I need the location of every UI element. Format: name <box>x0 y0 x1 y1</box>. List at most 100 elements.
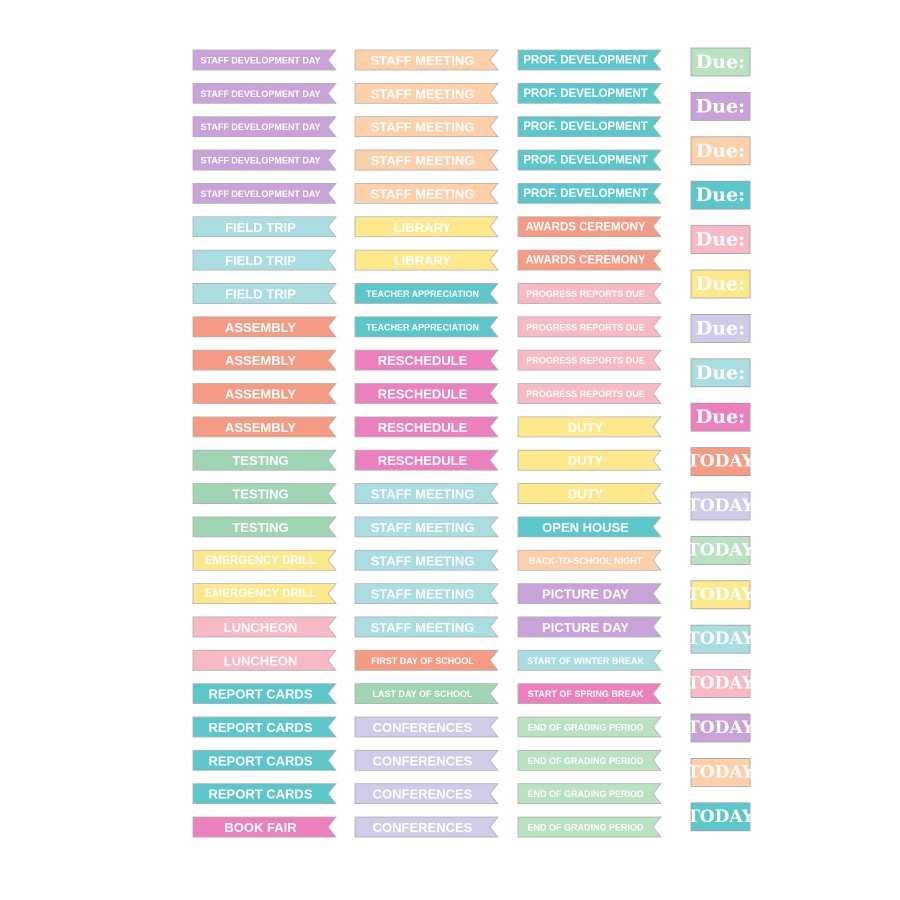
sticker-label: ASSEMBLY <box>225 420 296 435</box>
sticker-label: OPEN HOUSE <box>542 520 629 535</box>
sticker-label: STAFF MEETING <box>371 487 475 502</box>
flag-shape <box>354 249 499 271</box>
flag-shape <box>354 483 499 504</box>
sticker-label: FIELD TRIP <box>225 286 296 301</box>
flag-sticker: DUTY <box>517 449 662 471</box>
flag-shape <box>192 749 337 771</box>
box-sticker: TODAY <box>687 491 755 521</box>
flag-sticker: DUTY <box>517 416 662 438</box>
sticker-label: STAFF MEETING <box>371 120 475 135</box>
flag-shape <box>192 649 337 671</box>
flag-sticker: PROF. DEVELOPMENT <box>517 49 662 71</box>
flag-sticker: DUTY <box>517 483 662 504</box>
box-sticker: Due: <box>690 136 751 166</box>
flag-shape <box>354 683 499 705</box>
sticker-label: FIRST DAY OF SCHOOL <box>371 656 474 666</box>
sticker-label: TESTING <box>232 487 288 502</box>
flag-shape <box>192 383 337 404</box>
flag-shape <box>517 649 662 671</box>
sticker-label: REPORT CARDS <box>208 787 312 802</box>
sticker-label: ASSEMBLY <box>225 320 296 335</box>
sticker-label: STAFF DEVELOPMENT DAY <box>200 189 320 199</box>
flag-shape <box>192 82 337 104</box>
flag-shape <box>517 783 662 805</box>
sticker-label: LUNCHEON <box>224 653 298 668</box>
flag-sticker: REPORT CARDS <box>192 749 337 771</box>
flag-shape <box>517 549 662 571</box>
flag-shape <box>517 516 662 538</box>
flag-sticker: END OF GRADING PERIOD <box>517 783 662 805</box>
flag-sticker: TEACHER APPRECIATION <box>354 283 499 304</box>
flag-shape <box>192 483 337 504</box>
flag-shape <box>354 49 499 71</box>
sticker-label: END OF GRADING PERIOD <box>527 723 644 733</box>
flag-sticker: LAST DAY OF SCHOOL <box>354 683 499 705</box>
box-shape <box>690 313 751 343</box>
flag-sticker: FIELD TRIP <box>192 249 337 271</box>
flag-sticker: CONFERENCES <box>354 749 499 771</box>
sticker-column: Due: Due: Due: Due: Due: Due: Due: Due: Due: TODA… <box>687 47 755 832</box>
box-sticker: TODAY <box>687 447 755 477</box>
sticker-label: DUTY <box>568 420 604 435</box>
sticker-label: RESCHEDULE <box>378 453 468 468</box>
flag-shape <box>354 549 499 571</box>
flag-sticker: AWARDS CEREMONY <box>517 216 662 238</box>
box-shape <box>690 580 751 610</box>
flag-sticker: START OF SPRING BREAK <box>517 683 662 705</box>
flag-sticker: PROGRESS REPORTS DUE <box>517 283 662 304</box>
flag-sticker: RESCHEDULE <box>354 383 499 404</box>
sticker-label: END OF GRADING PERIOD <box>527 789 644 799</box>
sticker-label: STAFF MEETING <box>371 53 475 68</box>
sticker-label: LAST DAY OF SCHOOL <box>372 689 473 699</box>
sticker-column: STAFF DEVELOPMENT DAY STAFF DEVELOPMENT D… <box>192 49 337 838</box>
flag-shape <box>354 116 499 138</box>
sticker-label: ASSEMBLY <box>225 353 296 368</box>
flag-sticker: BOOK FAIR <box>192 816 337 838</box>
sticker-label: REPORT CARDS <box>208 753 312 768</box>
sticker-label: PICTURE DAY <box>542 587 629 602</box>
flag-sticker: RESCHEDULE <box>354 416 499 438</box>
sticker-label: PROGRESS REPORTS DUE <box>526 322 645 332</box>
box-shape <box>690 624 751 654</box>
sticker-label: TODAY <box>687 540 755 560</box>
sticker-label: BACK-TO-SCHOOL NIGHT <box>529 556 643 566</box>
box-sticker: Due: <box>690 92 751 121</box>
box-shape <box>690 269 751 299</box>
sticker-label: Due: <box>696 140 745 162</box>
sticker-label: Due: <box>696 362 745 384</box>
sticker-label: STAFF MEETING <box>371 587 475 602</box>
sticker-label: TODAY <box>687 496 755 516</box>
sticker-label: PROF. DEVELOPMENT <box>523 55 648 67</box>
sticker-label: START OF SPRING BREAK <box>528 689 644 699</box>
box-sticker: TODAY <box>687 802 755 832</box>
flag-sticker: PROF. DEVELOPMENT <box>517 116 662 138</box>
sticker-label: STAFF DEVELOPMENT DAY <box>200 156 320 166</box>
box-sticker: TODAY <box>687 624 755 654</box>
sticker-label: STAFF MEETING <box>371 86 475 101</box>
flag-sticker: LUNCHEON <box>192 616 337 638</box>
flag-shape <box>354 783 499 805</box>
flag-sticker: ASSEMBLY <box>192 416 337 438</box>
flag-sticker: PROF. DEVELOPMENT <box>517 182 662 204</box>
flag-sticker: LIBRARY <box>354 249 499 271</box>
box-sticker: Due: <box>690 180 751 210</box>
sticker-label: STAFF MEETING <box>371 520 475 535</box>
sticker-label: TODAY <box>687 585 755 605</box>
flag-sticker: STAFF DEVELOPMENT DAY <box>192 182 337 204</box>
flag-sticker: STAFF DEVELOPMENT DAY <box>192 116 337 138</box>
flag-sticker: FIELD TRIP <box>192 216 337 238</box>
sticker-label: PROGRESS REPORTS DUE <box>526 356 645 366</box>
box-sticker: TODAY <box>687 758 755 787</box>
sticker-label: TODAY <box>687 807 755 827</box>
flag-shape <box>192 783 337 805</box>
box-shape <box>690 491 751 521</box>
box-sticker: Due: <box>690 313 751 343</box>
flag-sticker: STAFF MEETING <box>354 516 499 538</box>
flag-shape <box>517 583 662 604</box>
flag-shape <box>517 216 662 238</box>
flag-shape <box>354 283 499 304</box>
sticker-label: Due: <box>696 406 745 428</box>
flag-shape <box>517 182 662 204</box>
flag-sticker: PICTURE DAY <box>517 616 662 638</box>
